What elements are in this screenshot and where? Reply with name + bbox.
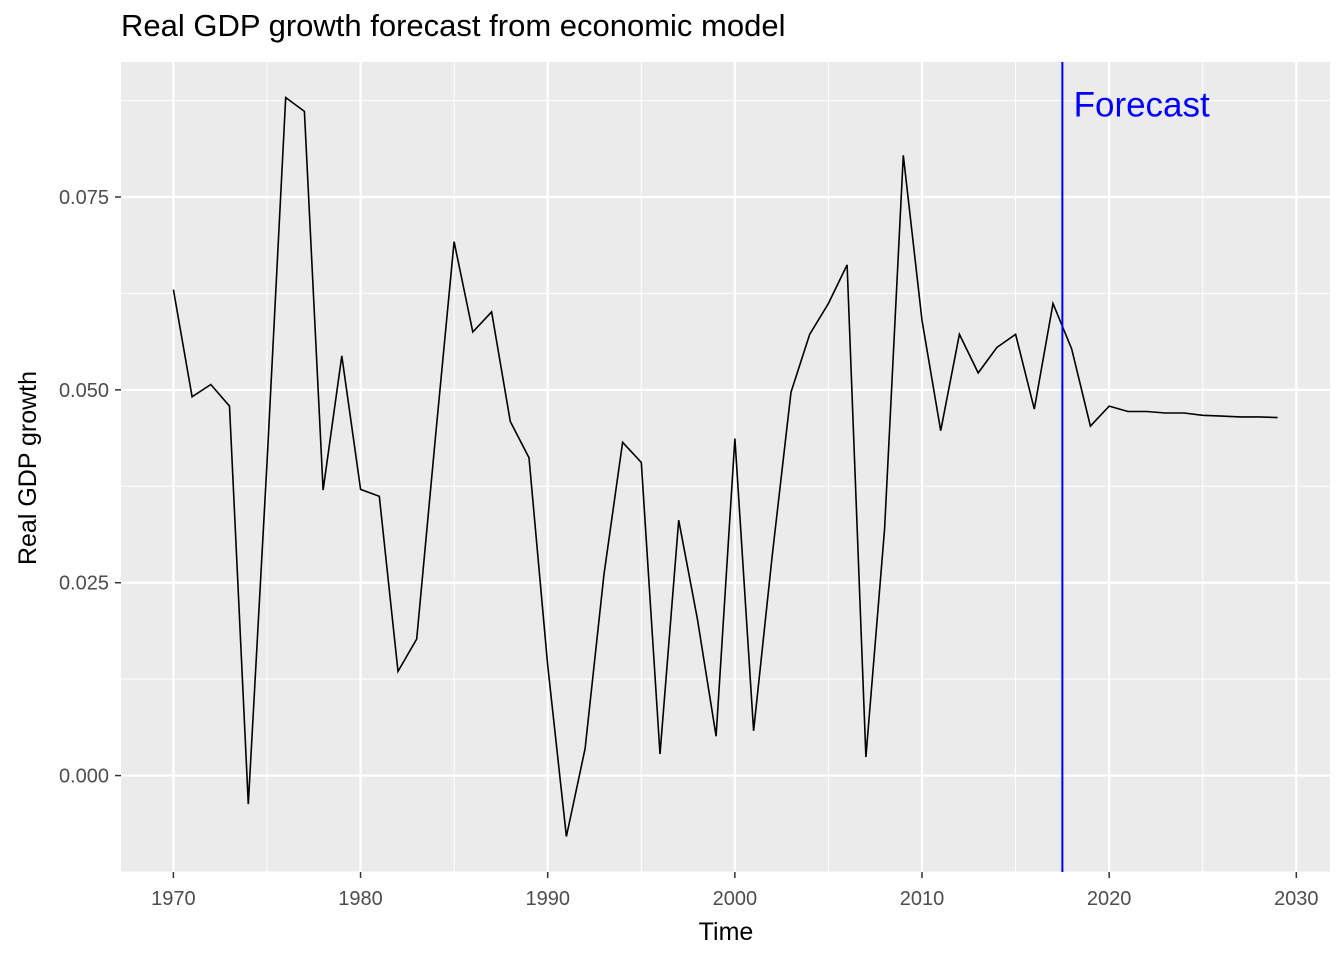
x-tick-label: 2010 xyxy=(900,888,945,910)
y-axis: 0.000 0.025 0.050 0.075 xyxy=(59,187,121,788)
x-tick-label: 2030 xyxy=(1274,888,1319,910)
y-tick-label: 0.075 xyxy=(59,187,109,209)
y-tick-label: 0.050 xyxy=(59,380,109,402)
x-tick-label: 2000 xyxy=(713,888,758,910)
x-axis-title: Time xyxy=(699,918,754,946)
plot-panel xyxy=(121,62,1330,872)
x-axis: 1970 1980 1990 2000 2010 2020 2030 xyxy=(151,872,1319,910)
series-line xyxy=(172,95,1278,837)
forecast-annotation: Forecast xyxy=(1074,85,1210,124)
y-tick-label: 0.025 xyxy=(59,573,109,595)
x-tick-label: 2020 xyxy=(1087,888,1132,910)
y-axis-title: Real GDP growth xyxy=(14,371,42,565)
grid-major xyxy=(121,62,1330,872)
x-tick-label: 1980 xyxy=(338,888,383,910)
y-tick-label: 0.000 xyxy=(59,766,109,788)
chart-title: Real GDP growth forecast from economic m… xyxy=(121,8,786,43)
x-tick-label: 1970 xyxy=(151,888,196,910)
x-tick-label: 1990 xyxy=(525,888,570,910)
